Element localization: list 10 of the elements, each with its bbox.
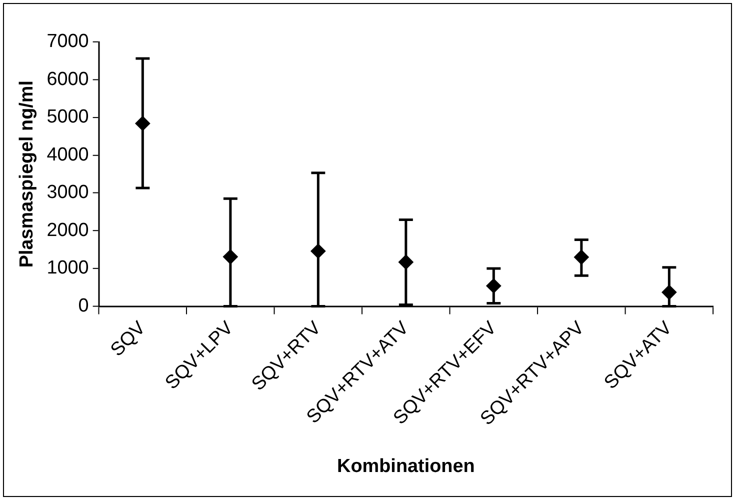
y-tick-label: 1000 — [46, 258, 89, 279]
y-tick-label: 2000 — [46, 220, 89, 241]
y-tick-label: 3000 — [46, 182, 89, 204]
y-tick-label: 7000 — [46, 31, 89, 52]
y-axis-title: Plasmaspiegel ng/ml — [16, 80, 38, 268]
y-tick-label: 6000 — [46, 68, 89, 90]
y-tick-label: 5000 — [46, 106, 89, 128]
y-tick-label: 4000 — [46, 144, 89, 166]
x-axis-title: Kombinationen — [337, 456, 475, 477]
y-tick-label: 0 — [78, 296, 89, 316]
